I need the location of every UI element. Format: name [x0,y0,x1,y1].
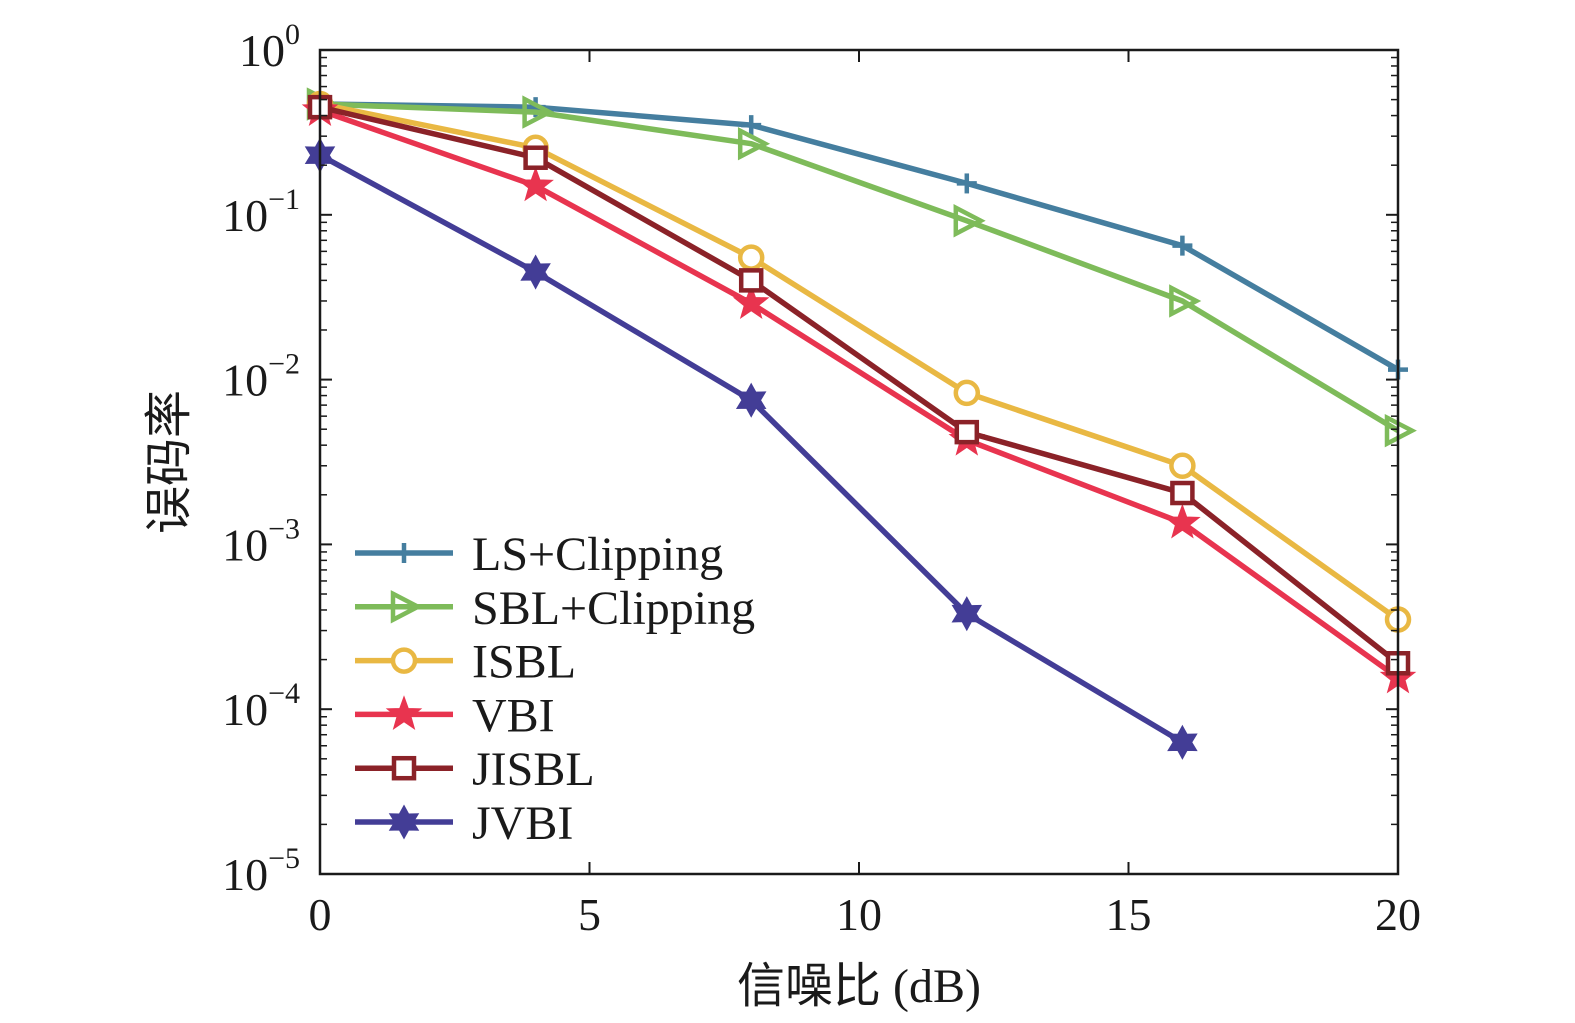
data-point [1169,284,1202,318]
data-point [1170,480,1195,506]
data-point [517,166,554,202]
data-point [956,173,977,194]
legend-label: SBL+Clipping [472,582,755,635]
data-point [523,145,548,170]
data-point [953,379,981,407]
series-line [319,101,1400,622]
legend-label: VBI [472,689,555,742]
data-point [1169,452,1196,480]
x-axis-label: 信噪比 (dB) [737,960,981,1013]
legend-item: JISBL [355,743,595,796]
series-line [319,101,1400,434]
legend-label: JISBL [472,743,595,796]
legend-marker [388,804,420,840]
series-layer [301,87,1417,760]
data-point [1172,235,1193,256]
series-jvbi [304,137,1198,760]
y-tick-base: 10 [222,519,268,570]
y-tick-base: 10 [222,849,268,900]
series-line [319,107,1400,681]
legend-item: SBL+Clipping [355,582,755,635]
y-tick-exponent: −2 [268,348,300,381]
data-point [954,419,980,445]
legend-marker [391,755,417,781]
y-tick-label: 10−1 [222,183,300,241]
data-point [741,115,762,136]
y-tick-base: 10 [222,684,268,735]
legend-item: JVBI [355,797,573,850]
x-tick-label: 5 [578,889,601,940]
series-line [318,152,1184,745]
data-point [735,382,767,418]
y-tick-exponent: −3 [268,512,300,545]
y-tick-exponent: −4 [268,677,300,710]
y-tick-exponent: −5 [268,842,300,875]
legend-marker [390,590,423,624]
y-tick-base: 10 [222,190,268,241]
legend-label: JVBI [472,797,573,850]
legend-marker [390,647,418,674]
series-line [319,101,1400,372]
data-point [953,204,986,238]
data-point [738,268,764,293]
y-axis-label: 误码率 [143,390,196,534]
y-tick-exponent: −1 [268,183,300,216]
data-point [1384,413,1417,448]
legend-label: ISBL [472,636,576,689]
x-tick-label: 0 [309,889,332,940]
x-tick-label: 10 [836,889,882,940]
data-point [951,596,983,632]
y-tick-label: 10−3 [222,512,300,570]
data-point [732,284,770,319]
data-point [522,95,555,129]
legend-label: LS+Clipping [472,528,723,581]
legend-marker [394,543,414,563]
legend-item: VBI [355,689,555,742]
legend-marker [385,695,423,730]
x-tick-label: 20 [1375,889,1421,940]
series-line [319,104,1400,666]
legend-item: LS+Clipping [355,528,723,581]
data-point [737,127,771,161]
data-point [520,254,551,290]
x-tick-label: 15 [1106,889,1152,940]
y-tick-base: 10 [222,355,268,406]
data-point [737,244,765,271]
y-tick-label: 10−5 [222,842,300,900]
y-tick-label: 100 [239,18,300,76]
y-tick-base: 10 [239,25,285,76]
data-point [1167,724,1198,760]
data-point [1164,503,1201,539]
legend-item: ISBL [355,636,576,689]
y-tick-label: 10−2 [222,348,300,406]
y-tick-exponent: 0 [285,18,300,51]
y-tick-label: 10−4 [222,677,300,735]
